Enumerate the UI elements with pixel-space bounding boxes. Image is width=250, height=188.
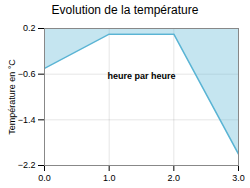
svg-text:−0.6: −0.6 — [18, 69, 36, 79]
svg-text:1.0: 1.0 — [103, 173, 116, 183]
html-text:Evolution de la température: Evolution de la température — [51, 3, 199, 17]
svg-text:heure par heure: heure par heure — [107, 71, 175, 81]
svg-text:3.0: 3.0 — [232, 173, 245, 183]
svg-text:0.0: 0.0 — [38, 173, 51, 183]
svg-text:−1.4: −1.4 — [18, 115, 36, 125]
svg-text:Température en °C: Température en °C — [7, 59, 17, 135]
svg-text:−2.2: −2.2 — [18, 160, 36, 170]
svg-text:2.0: 2.0 — [168, 173, 181, 183]
svg-text:0.2: 0.2 — [23, 23, 36, 33]
